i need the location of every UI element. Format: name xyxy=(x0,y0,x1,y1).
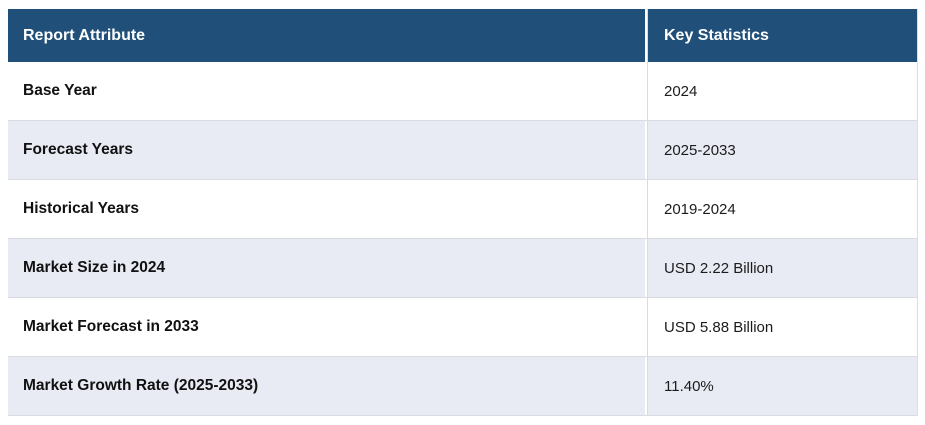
table-row: Base Year 2024 xyxy=(8,62,917,121)
attribute-cell: Forecast Years xyxy=(8,121,647,179)
report-statistics-table: Report Attribute Key Statistics Base Yea… xyxy=(8,9,918,416)
value-cell: 2019-2024 xyxy=(647,180,917,238)
value-cell: USD 5.88 Billion xyxy=(647,298,917,356)
attribute-cell: Market Growth Rate (2025-2033) xyxy=(8,357,647,415)
table-row: Forecast Years 2025-2033 xyxy=(8,121,917,180)
attribute-cell: Market Size in 2024 xyxy=(8,239,647,297)
value-cell: 11.40% xyxy=(647,357,917,415)
table-row: Market Growth Rate (2025-2033) 11.40% xyxy=(8,357,917,416)
header-key-statistics: Key Statistics xyxy=(647,9,917,62)
table-header-row: Report Attribute Key Statistics xyxy=(8,9,917,62)
attribute-cell: Market Forecast in 2033 xyxy=(8,298,647,356)
attribute-cell: Base Year xyxy=(8,62,647,120)
value-cell: 2024 xyxy=(647,62,917,120)
table-row: Market Size in 2024 USD 2.22 Billion xyxy=(8,239,917,298)
header-report-attribute: Report Attribute xyxy=(8,9,647,62)
attribute-cell: Historical Years xyxy=(8,180,647,238)
value-cell: 2025-2033 xyxy=(647,121,917,179)
table-row: Market Forecast in 2033 USD 5.88 Billion xyxy=(8,298,917,357)
table-row: Historical Years 2019-2024 xyxy=(8,180,917,239)
value-cell: USD 2.22 Billion xyxy=(647,239,917,297)
